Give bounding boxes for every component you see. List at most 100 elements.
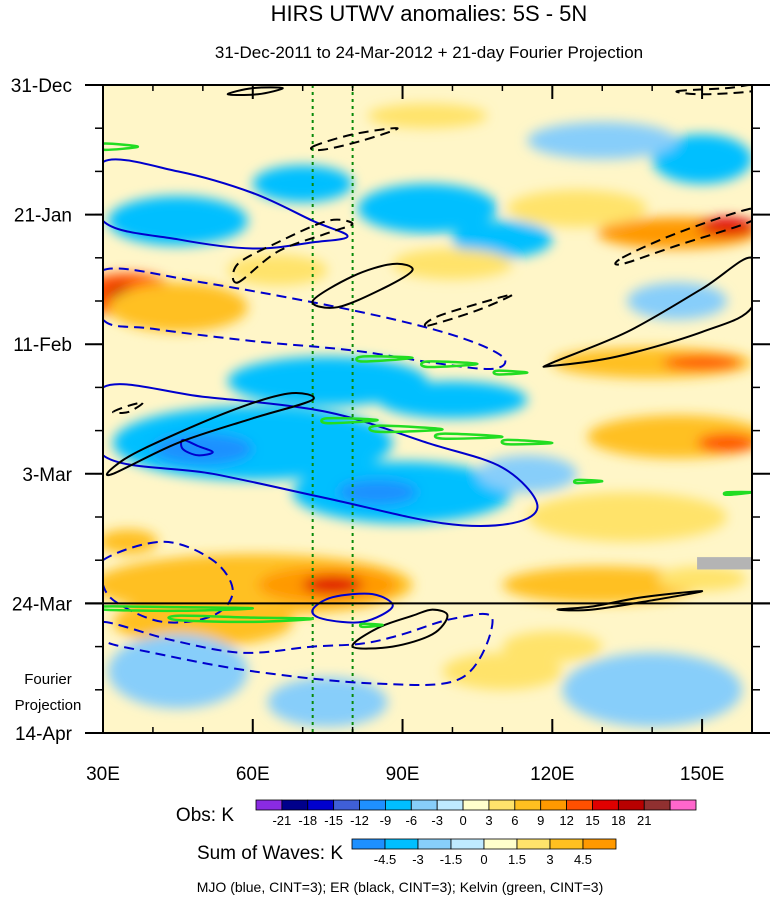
waves-colorbar-level-label-0: -4.5: [374, 852, 396, 867]
anomaly-feature-2: [107, 282, 248, 332]
anomaly-feature-3: [227, 254, 328, 286]
obs-colorbar-swatch-5: [385, 799, 412, 811]
mjo-contour-0: [103, 158, 349, 250]
obs-colorbar-swatch-14: [617, 799, 645, 811]
y-tick-label-0: 31-Dec: [11, 76, 72, 97]
anomaly-feature-21: [507, 189, 648, 227]
waves-colorbar-level-label-5: 3: [546, 852, 553, 867]
obs-colorbar-label: Obs: K: [176, 805, 234, 826]
x-axis: 30E 60E 90E 120E 150E: [86, 85, 753, 785]
anomaly-feature-30: [227, 356, 428, 406]
projection-label-line1: Fourier: [24, 671, 72, 688]
obs-colorbar-level-label-4: -9: [380, 813, 392, 828]
obs-colorbar-swatch-3: [333, 799, 360, 811]
projection-label-line2: Projection: [15, 697, 82, 714]
waves-colorbar-swatch-6: [549, 838, 584, 850]
waves-colorbar-swatch-7: [582, 838, 617, 850]
series-kelvin: [103, 142, 752, 629]
er-contour-11: [556, 590, 704, 612]
wave-legend: MJO (blue, CINT=3); ER (black, CINT=3); …: [197, 879, 604, 895]
anomaly-feature-29: [337, 479, 418, 505]
x-tick-label-0: 30E: [86, 764, 120, 785]
mjo-contour-6: [311, 592, 394, 624]
obs-colorbar-level-label-8: 3: [485, 813, 492, 828]
obs-colorbar-level-label-9: 6: [511, 813, 518, 828]
er-contour-2: [231, 218, 354, 284]
waves-colorbar-swatch-5: [516, 838, 551, 850]
kelvin-contour-0: [103, 142, 140, 152]
waves-colorbar-swatch-0: [351, 838, 386, 850]
kelvin-contour-11: [167, 614, 314, 624]
obs-colorbar-level-label-10: 9: [537, 813, 544, 828]
series-er: [105, 85, 752, 650]
plot-frame: [102, 84, 753, 734]
obs-colorbar-swatch-9: [488, 799, 516, 811]
obs-colorbar-swatch-10: [514, 799, 542, 811]
kelvin-contour-5: [368, 424, 444, 434]
obs-colorbar-level-label-12: 15: [585, 813, 599, 828]
waves-colorbar-level-label-6: 4.5: [574, 852, 592, 867]
er-contour-1: [309, 127, 399, 152]
obs-colorbar-level-label-5: -6: [406, 813, 418, 828]
anomaly-feature-25: [452, 220, 553, 258]
er-contour-5: [105, 392, 315, 477]
obs-colorbar-level-label-6: -3: [431, 813, 443, 828]
kelvin-contour-4: [320, 416, 379, 425]
chart-title: HIRS UTWV anomalies: 5S - 5N: [271, 1, 588, 26]
y-tick-label-5: 14-Apr: [15, 724, 73, 745]
plot-area: [103, 85, 752, 733]
anomaly-feature-23: [252, 165, 353, 203]
anomaly-feature-7: [697, 433, 752, 453]
anomaly-feature-31: [377, 381, 528, 419]
anomaly-feature-22: [107, 196, 248, 246]
kelvin-contour-6: [433, 432, 504, 440]
waves-colorbar-level-label-1: -3: [412, 852, 424, 867]
anomaly-feature-36: [107, 634, 248, 709]
anomaly-feature-27: [152, 433, 253, 465]
obs-colorbar: Obs: K -21 -18 -15 -12 -9 -6 -3 0 3 6 9 12 15 18 21: [176, 799, 697, 828]
obs-colorbar-swatch-15: [643, 799, 671, 811]
waves-colorbar-level-label-2: -1.5: [440, 852, 462, 867]
obs-colorbar-swatch-12: [566, 799, 593, 811]
mjo-contour-5: [103, 612, 494, 687]
obs-colorbar-level-label-3: -12: [350, 813, 369, 828]
chart-subtitle: 31-Dec-2011 to 24-Mar-2012 + 21-day Four…: [215, 43, 643, 62]
obs-colorbar-swatch-2: [307, 799, 335, 811]
obs-colorbar-swatch-8: [462, 799, 490, 811]
mjo-contour-2: [103, 383, 539, 527]
x-tick-label-3: 120E: [530, 764, 574, 785]
kelvin-contour-12: [358, 622, 384, 629]
er-contour-4: [423, 293, 514, 327]
anomaly-feature-34: [477, 455, 578, 493]
kelvin-contour-9: [722, 490, 752, 497]
mjo-contour-4: [103, 540, 234, 624]
y-tick-label-4: 24-Mar: [12, 594, 73, 615]
kelvin-contour-8: [572, 478, 604, 485]
er-contour-10: [351, 608, 449, 650]
anomaly-feature-35: [527, 122, 678, 160]
anomaly-feature-17: [442, 652, 563, 690]
waves-colorbar-swatch-4: [483, 838, 518, 850]
obs-colorbar-level-label-7: 0: [459, 813, 466, 828]
obs-colorbar-swatch-11: [540, 799, 567, 811]
waves-colorbar: Sum of Waves: K -4.5 -3 -1.5 0 1.5 3 4.5: [197, 838, 617, 867]
anomaly-feature-39: [392, 248, 513, 280]
obs-colorbar-swatch-16: [669, 799, 697, 811]
anomaly-feature-24: [357, 183, 498, 234]
y-axis: 31-Dec 21-Jan 11-Feb 3-Mar 24-Mar 14-Apr: [11, 76, 770, 745]
er-contour-8: [542, 256, 752, 368]
wave-contours: [103, 85, 752, 687]
anomaly-feature-5: [697, 217, 752, 237]
er-contour-0: [226, 86, 284, 97]
kelvin-contour-3: [492, 369, 529, 376]
waves-colorbar-label: Sum of Waves: K: [197, 843, 343, 864]
y-tick-label-3: 3-Mar: [22, 465, 72, 486]
obs-colorbar-swatch-4: [359, 799, 386, 811]
y-tick-label-1: 21-Jan: [14, 206, 72, 227]
obs-colorbar-level-label-14: 21: [637, 813, 651, 828]
anomaly-feature-18: [502, 631, 603, 663]
er-contour-6: [111, 401, 144, 415]
anomaly-feature-10: [527, 492, 728, 542]
obs-colorbar-swatch-1: [281, 799, 309, 811]
